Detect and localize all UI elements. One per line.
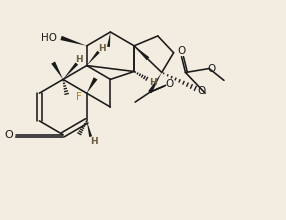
Text: H: H xyxy=(149,78,157,87)
Text: O: O xyxy=(207,64,215,73)
Polygon shape xyxy=(87,77,98,93)
Text: O: O xyxy=(197,86,205,96)
Text: O: O xyxy=(4,130,13,140)
Text: O: O xyxy=(166,79,174,89)
Polygon shape xyxy=(63,62,78,79)
Text: O: O xyxy=(177,46,186,56)
Polygon shape xyxy=(134,46,149,60)
Text: H: H xyxy=(98,44,105,53)
Polygon shape xyxy=(60,36,87,46)
Polygon shape xyxy=(148,72,162,93)
Text: H: H xyxy=(90,137,98,146)
Polygon shape xyxy=(87,121,92,137)
Polygon shape xyxy=(107,32,110,47)
Text: HO: HO xyxy=(41,33,57,43)
Text: H: H xyxy=(75,55,83,64)
Text: F: F xyxy=(76,92,82,102)
Polygon shape xyxy=(51,61,63,79)
Polygon shape xyxy=(87,51,100,66)
